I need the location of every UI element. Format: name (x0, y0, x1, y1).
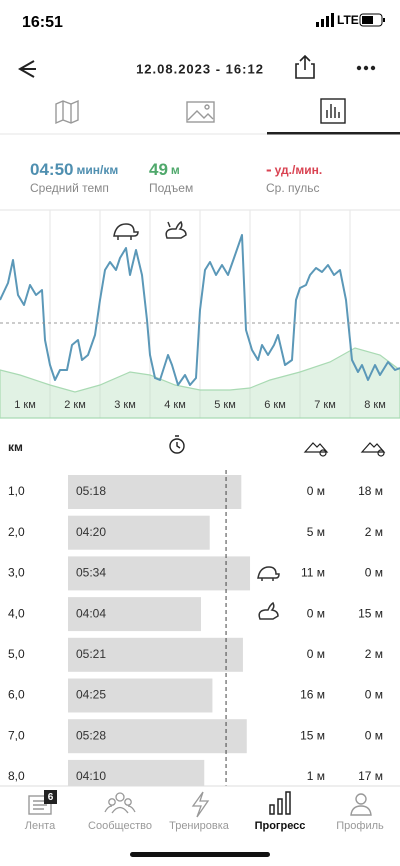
split-climb: 0 м (307, 484, 325, 498)
split-bar (68, 597, 201, 632)
stats-tab[interactable] (320, 98, 346, 124)
climb-unit: м (171, 163, 180, 177)
pace-label: Средний темп (30, 181, 109, 195)
split-climb: 5 м (307, 525, 325, 539)
slow-icon (113, 223, 139, 240)
split-bar (68, 637, 243, 672)
split-descent: 0 м (365, 728, 383, 742)
pace-unit: мин/км (76, 163, 118, 177)
tab-label[interactable]: Лента (25, 820, 56, 832)
split-climb: 15 м (300, 728, 325, 742)
climb-label: Подъем (149, 181, 193, 195)
photo-tab[interactable] (186, 101, 215, 123)
split-descent: 18 м (358, 484, 383, 498)
split-climb: 0 м (307, 647, 325, 661)
split-descent: 17 м (358, 769, 383, 783)
tab-label[interactable]: Тренировка (169, 820, 230, 832)
split-bar (68, 678, 213, 713)
split-descent: 0 м (365, 688, 383, 702)
split-descent: 0 м (365, 566, 383, 580)
tab-label[interactable]: Сообщество (88, 820, 152, 832)
feed-icon[interactable] (28, 795, 52, 815)
chart: 1 км 2 км 3 км 4 км 5 км 6 км 7 км 8 км (0, 209, 400, 419)
progress-icon[interactable] (269, 791, 291, 815)
active-tab-indicator (267, 132, 400, 135)
pulse-value: - (266, 160, 272, 179)
split-pace: 04:10 (76, 769, 106, 783)
split-km: 1,0 (8, 484, 25, 498)
split-km: 8,0 (8, 769, 25, 783)
split-km: 5,0 (8, 647, 25, 661)
back-button[interactable] (17, 60, 36, 78)
split-pace: 05:21 (76, 647, 106, 661)
profile-icon[interactable] (350, 793, 372, 816)
km-header: км (8, 440, 23, 454)
split-pace: 04:20 (76, 525, 106, 539)
split-pace: 04:25 (76, 688, 106, 702)
pulse-stat: - уд./мин. (266, 160, 322, 179)
tab-label[interactable]: Профиль (336, 820, 384, 832)
x-tick-label: 5 км (214, 399, 236, 411)
split-slow-icon (257, 566, 280, 581)
climb-header-icon (303, 442, 329, 457)
split-descent: 2 м (365, 647, 383, 661)
tab-label[interactable]: Прогресс (255, 820, 306, 832)
x-tick-label: 3 км (114, 399, 136, 411)
split-km: 2,0 (8, 525, 25, 539)
network: LTE (337, 13, 359, 27)
split-pace: 05:34 (76, 566, 106, 580)
pace-value: 04:50 (30, 160, 73, 179)
split-bar (68, 515, 210, 550)
split-climb: 16 м (300, 688, 325, 702)
split-bar (68, 556, 251, 591)
fast-icon (165, 220, 187, 239)
elevation-area (0, 347, 400, 419)
signal (316, 13, 334, 27)
split-pace: 05:18 (76, 484, 106, 498)
workout-icon[interactable] (191, 791, 210, 818)
climb-value: 49 (149, 160, 168, 179)
split-climb: 0 м (307, 606, 325, 620)
split-climb: 11 м (301, 566, 325, 580)
badge (44, 790, 57, 804)
pace-line (0, 234, 400, 386)
time-header-icon (169, 435, 185, 454)
split-km: 6,0 (8, 688, 25, 702)
split-bar (68, 719, 247, 754)
clock: 16:51 (22, 14, 63, 31)
split-descent: 15 м (358, 606, 383, 620)
map-tab[interactable] (55, 99, 79, 125)
battery (359, 13, 385, 27)
x-tick-label: 8 км (364, 399, 386, 411)
descent-header-icon (360, 442, 386, 457)
pulse-unit: уд./мин. (275, 163, 323, 177)
split-fast-icon (258, 601, 279, 620)
more-button[interactable] (356, 65, 376, 71)
split-climb: 1 м (307, 769, 325, 783)
split-pace: 05:28 (76, 728, 106, 742)
split-km: 3,0 (8, 566, 25, 580)
split-descent: 2 м (365, 525, 383, 539)
x-tick-label: 6 км (264, 399, 286, 411)
split-km: 7,0 (8, 728, 25, 742)
pulse-label: Ср. пульс (266, 181, 320, 195)
x-tick-label: 7 км (314, 399, 336, 411)
badge-count: 6 (48, 792, 54, 803)
share-button[interactable] (295, 54, 315, 79)
split-pace: 04:04 (76, 606, 106, 620)
x-tick-label: 1 км (14, 399, 36, 411)
split-bar (68, 475, 242, 509)
tab-labels: Лента Сообщество Тренировка Прогресс Профиль (25, 820, 384, 832)
climb-stat: 49 м (149, 160, 180, 179)
header-title: 12.08.2023 - 16:12 (136, 61, 264, 76)
community-icon[interactable] (104, 792, 136, 814)
x-tick-label: 4 км (164, 399, 186, 411)
split-km: 4,0 (8, 606, 25, 620)
home-indicator (130, 852, 270, 857)
x-tick-label: 2 км (64, 399, 86, 411)
pace-stat: 04:50 мин/км (30, 160, 118, 179)
